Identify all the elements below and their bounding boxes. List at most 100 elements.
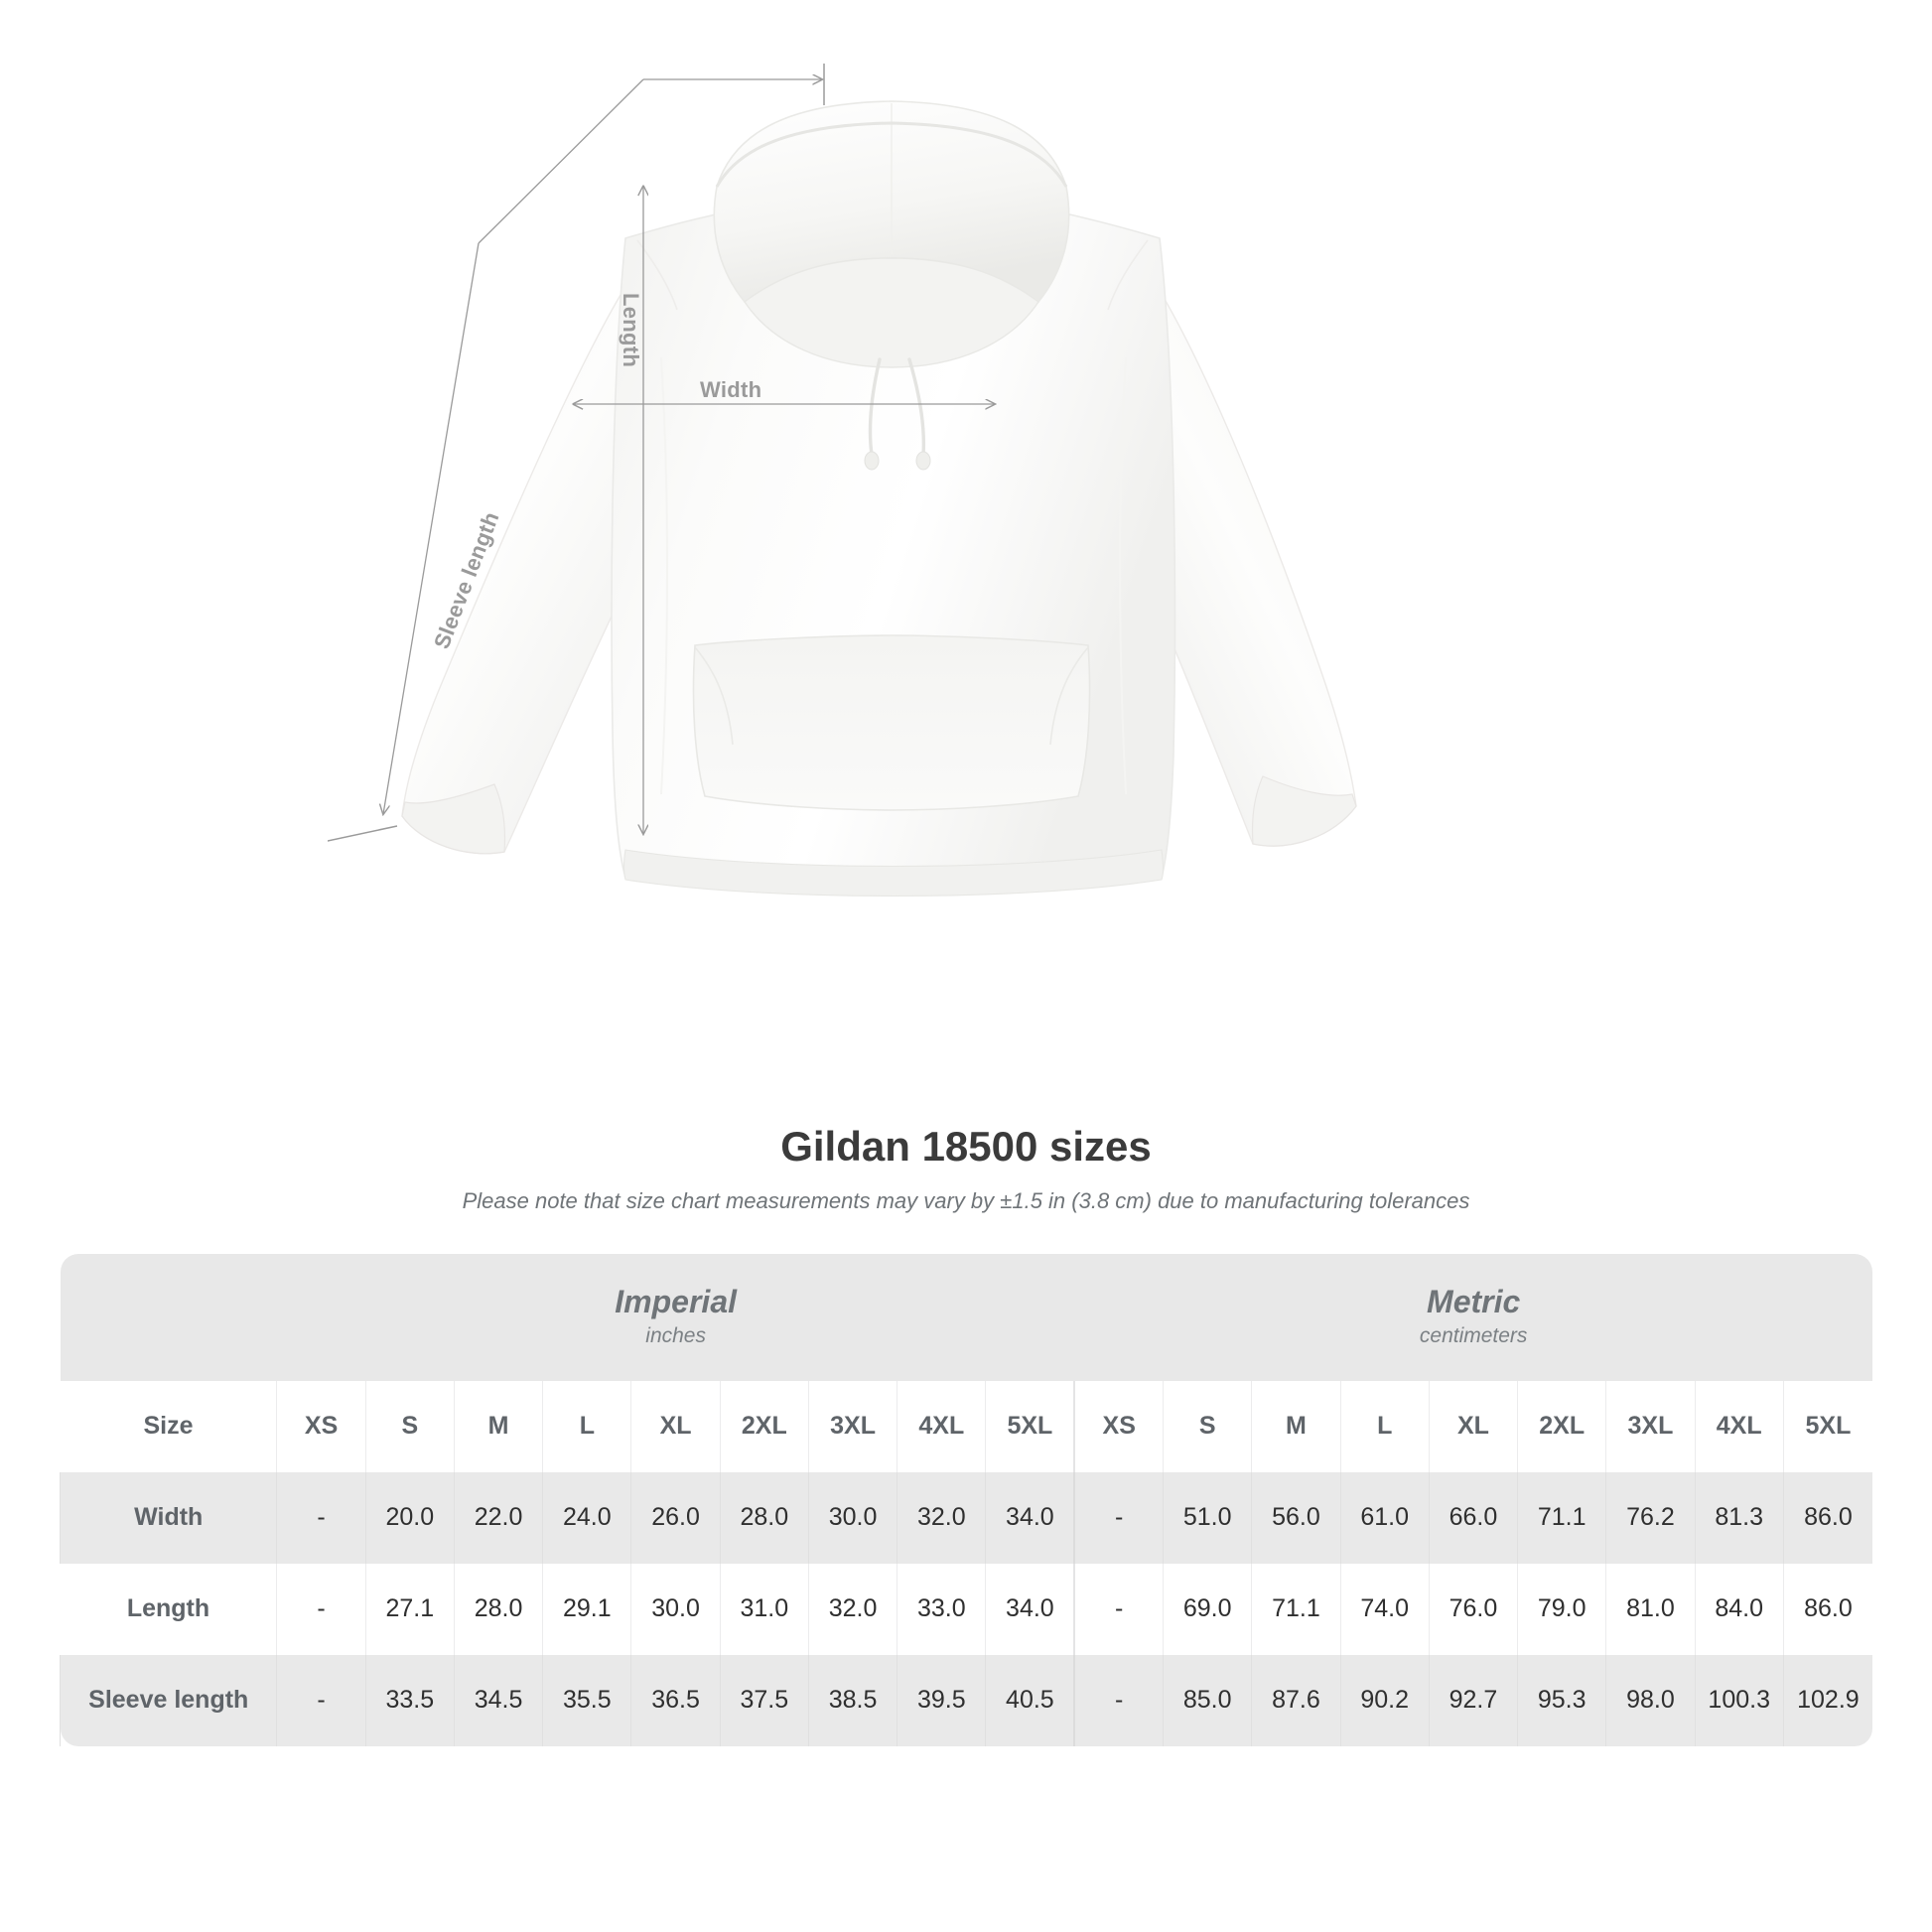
cell-sleeve-metric-2xl: 95.3 [1517, 1654, 1606, 1746]
neckline [744, 257, 1039, 368]
width-diagram-label: Width [700, 377, 762, 402]
kangaroo-pocket [692, 634, 1091, 811]
garment-diagram: Length Width Sleeve length [328, 64, 1357, 897]
metric-group-header: Metric centimeters [1074, 1253, 1872, 1381]
metric-unit-sub: centimeters [1419, 1323, 1528, 1347]
size-header-row: Size XS S M L XL 2XL 3XL 4XL 5XL XS S M … [60, 1380, 1872, 1472]
cell-length-imperial-2xl: 31.0 [719, 1563, 809, 1655]
cell-width-metric-s: 51.0 [1163, 1471, 1252, 1564]
cell-width-imperial-5xl: 34.0 [985, 1471, 1075, 1564]
cell-sleeve-imperial-5xl: 40.5 [985, 1654, 1075, 1746]
cell-width-metric-m: 56.0 [1251, 1471, 1341, 1564]
size-header-imperial-xs: XS [276, 1380, 366, 1472]
cell-length-metric-xs: - [1073, 1563, 1164, 1655]
title-block: Gildan 18500 sizes Please note that size… [0, 1122, 1932, 1216]
row-label-width: Width [59, 1471, 277, 1564]
cell-width-metric-5xl: 86.0 [1782, 1471, 1872, 1564]
cell-width-imperial-m: 22.0 [453, 1471, 543, 1564]
cell-sleeve-imperial-m: 34.5 [453, 1654, 543, 1746]
cell-length-metric-s: 69.0 [1163, 1563, 1252, 1655]
cell-length-imperial-3xl: 32.0 [807, 1563, 897, 1655]
cell-width-metric-4xl: 81.3 [1694, 1471, 1784, 1564]
cell-sleeve-metric-3xl: 98.0 [1605, 1654, 1696, 1746]
row-label-length: Length [60, 1563, 277, 1655]
cell-length-metric-m: 71.1 [1251, 1563, 1341, 1655]
size-header-metric-4xl: 4XL [1694, 1380, 1784, 1472]
size-header-imperial-4xl: 4XL [897, 1380, 986, 1472]
cell-sleeve-metric-l: 90.2 [1339, 1654, 1430, 1746]
size-header-metric-m: M [1251, 1380, 1341, 1472]
size-chart-table-wrap: Imperial inches Metric centimeters Size … [59, 1253, 1872, 1746]
table-row-width: Width - 20.0 22.0 24.0 26.0 28.0 30.0 32… [59, 1471, 1872, 1564]
cell-sleeve-metric-s: 85.0 [1163, 1654, 1252, 1746]
table-corner-cell [60, 1253, 277, 1381]
row-label-sleeve-length: Sleeve length [59, 1654, 277, 1746]
unit-header-row: Imperial inches Metric centimeters [60, 1253, 1872, 1381]
size-header-metric-2xl: 2XL [1517, 1380, 1606, 1472]
cell-sleeve-metric-xl: 92.7 [1428, 1654, 1518, 1746]
size-header-imperial-xl: XL [630, 1380, 721, 1472]
cell-width-metric-l: 61.0 [1339, 1471, 1430, 1564]
imperial-group-header: Imperial inches [276, 1253, 1075, 1381]
size-header-metric-l: L [1339, 1380, 1430, 1472]
cell-length-metric-3xl: 81.0 [1605, 1563, 1696, 1655]
size-chart-table: Imperial inches Metric centimeters Size … [59, 1253, 1872, 1746]
cell-length-imperial-xl: 30.0 [630, 1563, 721, 1655]
cell-sleeve-metric-5xl: 102.9 [1782, 1654, 1872, 1746]
size-header-imperial-3xl: 3XL [807, 1380, 897, 1472]
sleeve-leader-line [478, 78, 644, 244]
cell-sleeve-imperial-s: 33.5 [364, 1654, 455, 1746]
cell-length-imperial-s: 27.1 [364, 1563, 455, 1655]
table-row-length: Length - 27.1 28.0 29.1 30.0 31.0 32.0 3… [60, 1563, 1872, 1655]
cell-width-imperial-xs: - [276, 1471, 366, 1564]
size-header-metric-xl: XL [1428, 1380, 1518, 1472]
bottom-hem [622, 849, 1165, 897]
size-header-imperial-l: L [542, 1380, 631, 1472]
sleeve-measure-arrow [383, 242, 480, 814]
size-header-metric-5xl: 5XL [1782, 1380, 1872, 1472]
cell-sleeve-imperial-xl: 36.5 [630, 1654, 721, 1746]
size-header-metric-3xl: 3XL [1605, 1380, 1696, 1472]
cell-length-imperial-m: 28.0 [453, 1563, 543, 1655]
cell-width-metric-xs: - [1073, 1471, 1164, 1564]
hoodie-body-shape [401, 100, 1357, 897]
cell-length-metric-l: 74.0 [1339, 1563, 1430, 1655]
imperial-label: Imperial [615, 1283, 737, 1319]
table-row-sleeve-length: Sleeve length - 33.5 34.5 35.5 36.5 37.5… [59, 1654, 1872, 1746]
size-header-imperial-2xl: 2XL [719, 1380, 809, 1472]
tolerance-note: Please note that size chart measurements… [462, 1188, 1470, 1214]
metric-label: Metric [1427, 1283, 1521, 1319]
cell-length-imperial-5xl: 34.0 [985, 1563, 1075, 1655]
left-cuff [401, 783, 506, 855]
size-header-imperial-5xl: 5XL [985, 1380, 1075, 1472]
right-cuff [1251, 775, 1357, 847]
cell-length-metric-xl: 76.0 [1428, 1563, 1518, 1655]
cell-sleeve-metric-4xl: 100.3 [1694, 1654, 1784, 1746]
size-header-metric-xs: XS [1073, 1380, 1164, 1472]
cell-length-metric-4xl: 84.0 [1694, 1563, 1784, 1655]
size-header-imperial-s: S [364, 1380, 455, 1472]
cell-width-metric-xl: 66.0 [1428, 1471, 1518, 1564]
cell-sleeve-imperial-l: 35.5 [542, 1654, 631, 1746]
length-diagram-label: Length [619, 293, 643, 368]
cell-length-imperial-l: 29.1 [542, 1563, 631, 1655]
hoodie-illustration [328, 64, 1357, 897]
cell-width-imperial-4xl: 32.0 [897, 1471, 986, 1564]
cell-length-metric-2xl: 79.0 [1517, 1563, 1606, 1655]
cell-length-imperial-4xl: 33.0 [897, 1563, 986, 1655]
cell-width-imperial-l: 24.0 [542, 1471, 631, 1564]
size-row-header: Size [60, 1380, 277, 1472]
cell-sleeve-imperial-2xl: 37.5 [719, 1654, 809, 1746]
cell-width-imperial-s: 20.0 [364, 1471, 455, 1564]
cell-width-metric-3xl: 76.2 [1605, 1471, 1696, 1564]
cell-sleeve-imperial-4xl: 39.5 [897, 1654, 986, 1746]
cell-sleeve-metric-xs: - [1073, 1654, 1164, 1746]
cell-width-imperial-3xl: 30.0 [807, 1471, 897, 1564]
imperial-unit-sub: inches [645, 1323, 706, 1347]
cell-sleeve-imperial-3xl: 38.5 [807, 1654, 897, 1746]
cell-sleeve-metric-m: 87.6 [1251, 1654, 1341, 1746]
size-header-imperial-m: M [453, 1380, 543, 1472]
cell-width-imperial-xl: 26.0 [630, 1471, 721, 1564]
cell-sleeve-imperial-xs: - [276, 1654, 366, 1746]
cell-length-imperial-xs: - [276, 1563, 366, 1655]
